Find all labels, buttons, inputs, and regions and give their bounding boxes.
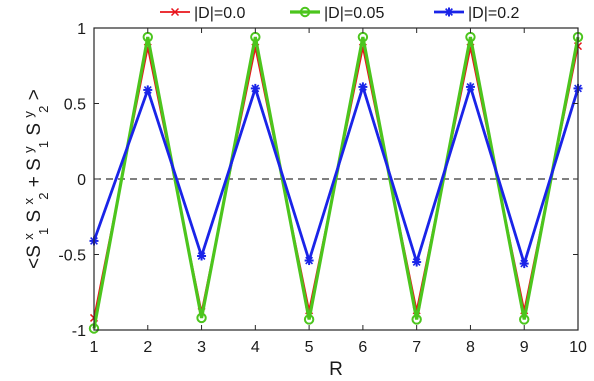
series-2-point-7 <box>411 314 422 325</box>
x-tick-label-5: 5 <box>305 339 314 356</box>
y-title-sub-1a: 1 <box>36 228 51 235</box>
legend-marker-3 <box>444 7 454 17</box>
series-3-point-8-d2 <box>466 82 475 91</box>
series-3-point-4 <box>250 83 260 93</box>
x-tick-label-1: 1 <box>90 339 99 356</box>
y-title-sub-2b: 2 <box>36 106 51 113</box>
series-2-point-3 <box>196 312 207 324</box>
x-tick-labels: 1 2 3 4 5 6 7 8 9 10 <box>90 339 587 356</box>
series-3-point-7 <box>412 257 422 267</box>
series-3-line <box>92 82 580 269</box>
y-title-sup-x1: x <box>21 233 36 240</box>
x-axis-title: R <box>329 359 343 380</box>
y-tick-label-1: -1 <box>72 323 86 340</box>
tick-marks <box>93 27 579 331</box>
y-title-s4: S <box>24 123 45 136</box>
y-title-sub-1b: 1 <box>36 141 51 148</box>
series-3-point-9-d2 <box>520 259 529 268</box>
legend-label-2: |D|=0.05 <box>324 5 384 22</box>
legend-marker-1 <box>170 7 180 17</box>
x-tick-label-2: 2 <box>143 339 152 356</box>
x-tick-label-8: 8 <box>466 339 475 356</box>
series-3-point-6 <box>358 82 368 92</box>
legend-entry-3: |D|=0.2 <box>434 5 520 22</box>
x-tick-label-10: 10 <box>569 339 587 356</box>
y-tick-label-3: 0 <box>77 172 86 189</box>
legend-label-1: |D|=0.0 <box>194 5 246 22</box>
y-title-open: <S <box>24 245 45 269</box>
series-3 <box>89 82 583 269</box>
series-3-point-3-d2 <box>197 252 206 260</box>
series-3-point-4-d2 <box>251 84 260 93</box>
series-3-point-5-d2 <box>305 256 314 265</box>
legend-label-3: |D|=0.2 <box>468 5 520 22</box>
legend-entry-1: |D|=0.0 <box>160 5 246 22</box>
y-title-sup-y1: y <box>21 146 36 153</box>
series-3-point-2 <box>143 85 153 95</box>
x-tick-label-6: 6 <box>358 339 367 356</box>
legend-marker-2 <box>299 6 311 18</box>
legend-marker-3-d2 <box>445 8 453 16</box>
series-3-point-7-d2 <box>412 258 421 266</box>
y-title-sup-x2: x <box>21 197 36 204</box>
y-title-close: > <box>24 89 45 100</box>
x-tick-label-4: 4 <box>251 339 260 356</box>
y-title-plus: + S <box>24 158 45 187</box>
y-tick-label-5: 1 <box>77 21 86 38</box>
series-3-point-5 <box>304 256 314 266</box>
legend-marker-1-b <box>170 7 180 17</box>
series-3-point-3 <box>197 251 207 261</box>
series-2-point-9 <box>519 314 530 325</box>
series-3-point-6-d2 <box>358 82 367 91</box>
y-tick-label-2: -0.5 <box>58 248 86 265</box>
series-3-point-2-d2 <box>143 85 152 94</box>
y-axis-title: <S x 1 S x 2 + S y 1 S y 2 > <box>21 89 51 269</box>
series-group <box>88 31 584 334</box>
legend: |D|=0.0 |D|=0.05 |D|=0.2 <box>160 5 520 22</box>
series-2-point-5 <box>303 314 315 325</box>
x-tick-label-9: 9 <box>520 339 529 356</box>
series-3-point-9 <box>519 259 529 269</box>
y-title-sup-y2: y <box>21 111 36 118</box>
y-tick-labels: -1 -0.5 0 0.5 1 <box>58 21 86 340</box>
y-title-sub-2a: 2 <box>36 192 51 199</box>
series-3-point-8 <box>465 82 475 92</box>
y-title-s2: S <box>24 210 45 223</box>
legend-entry-2: |D|=0.05 <box>290 5 384 22</box>
x-tick-label-3: 3 <box>197 339 206 356</box>
x-tick-label-7: 7 <box>412 339 421 356</box>
y-tick-label-4: 0.5 <box>64 97 86 114</box>
